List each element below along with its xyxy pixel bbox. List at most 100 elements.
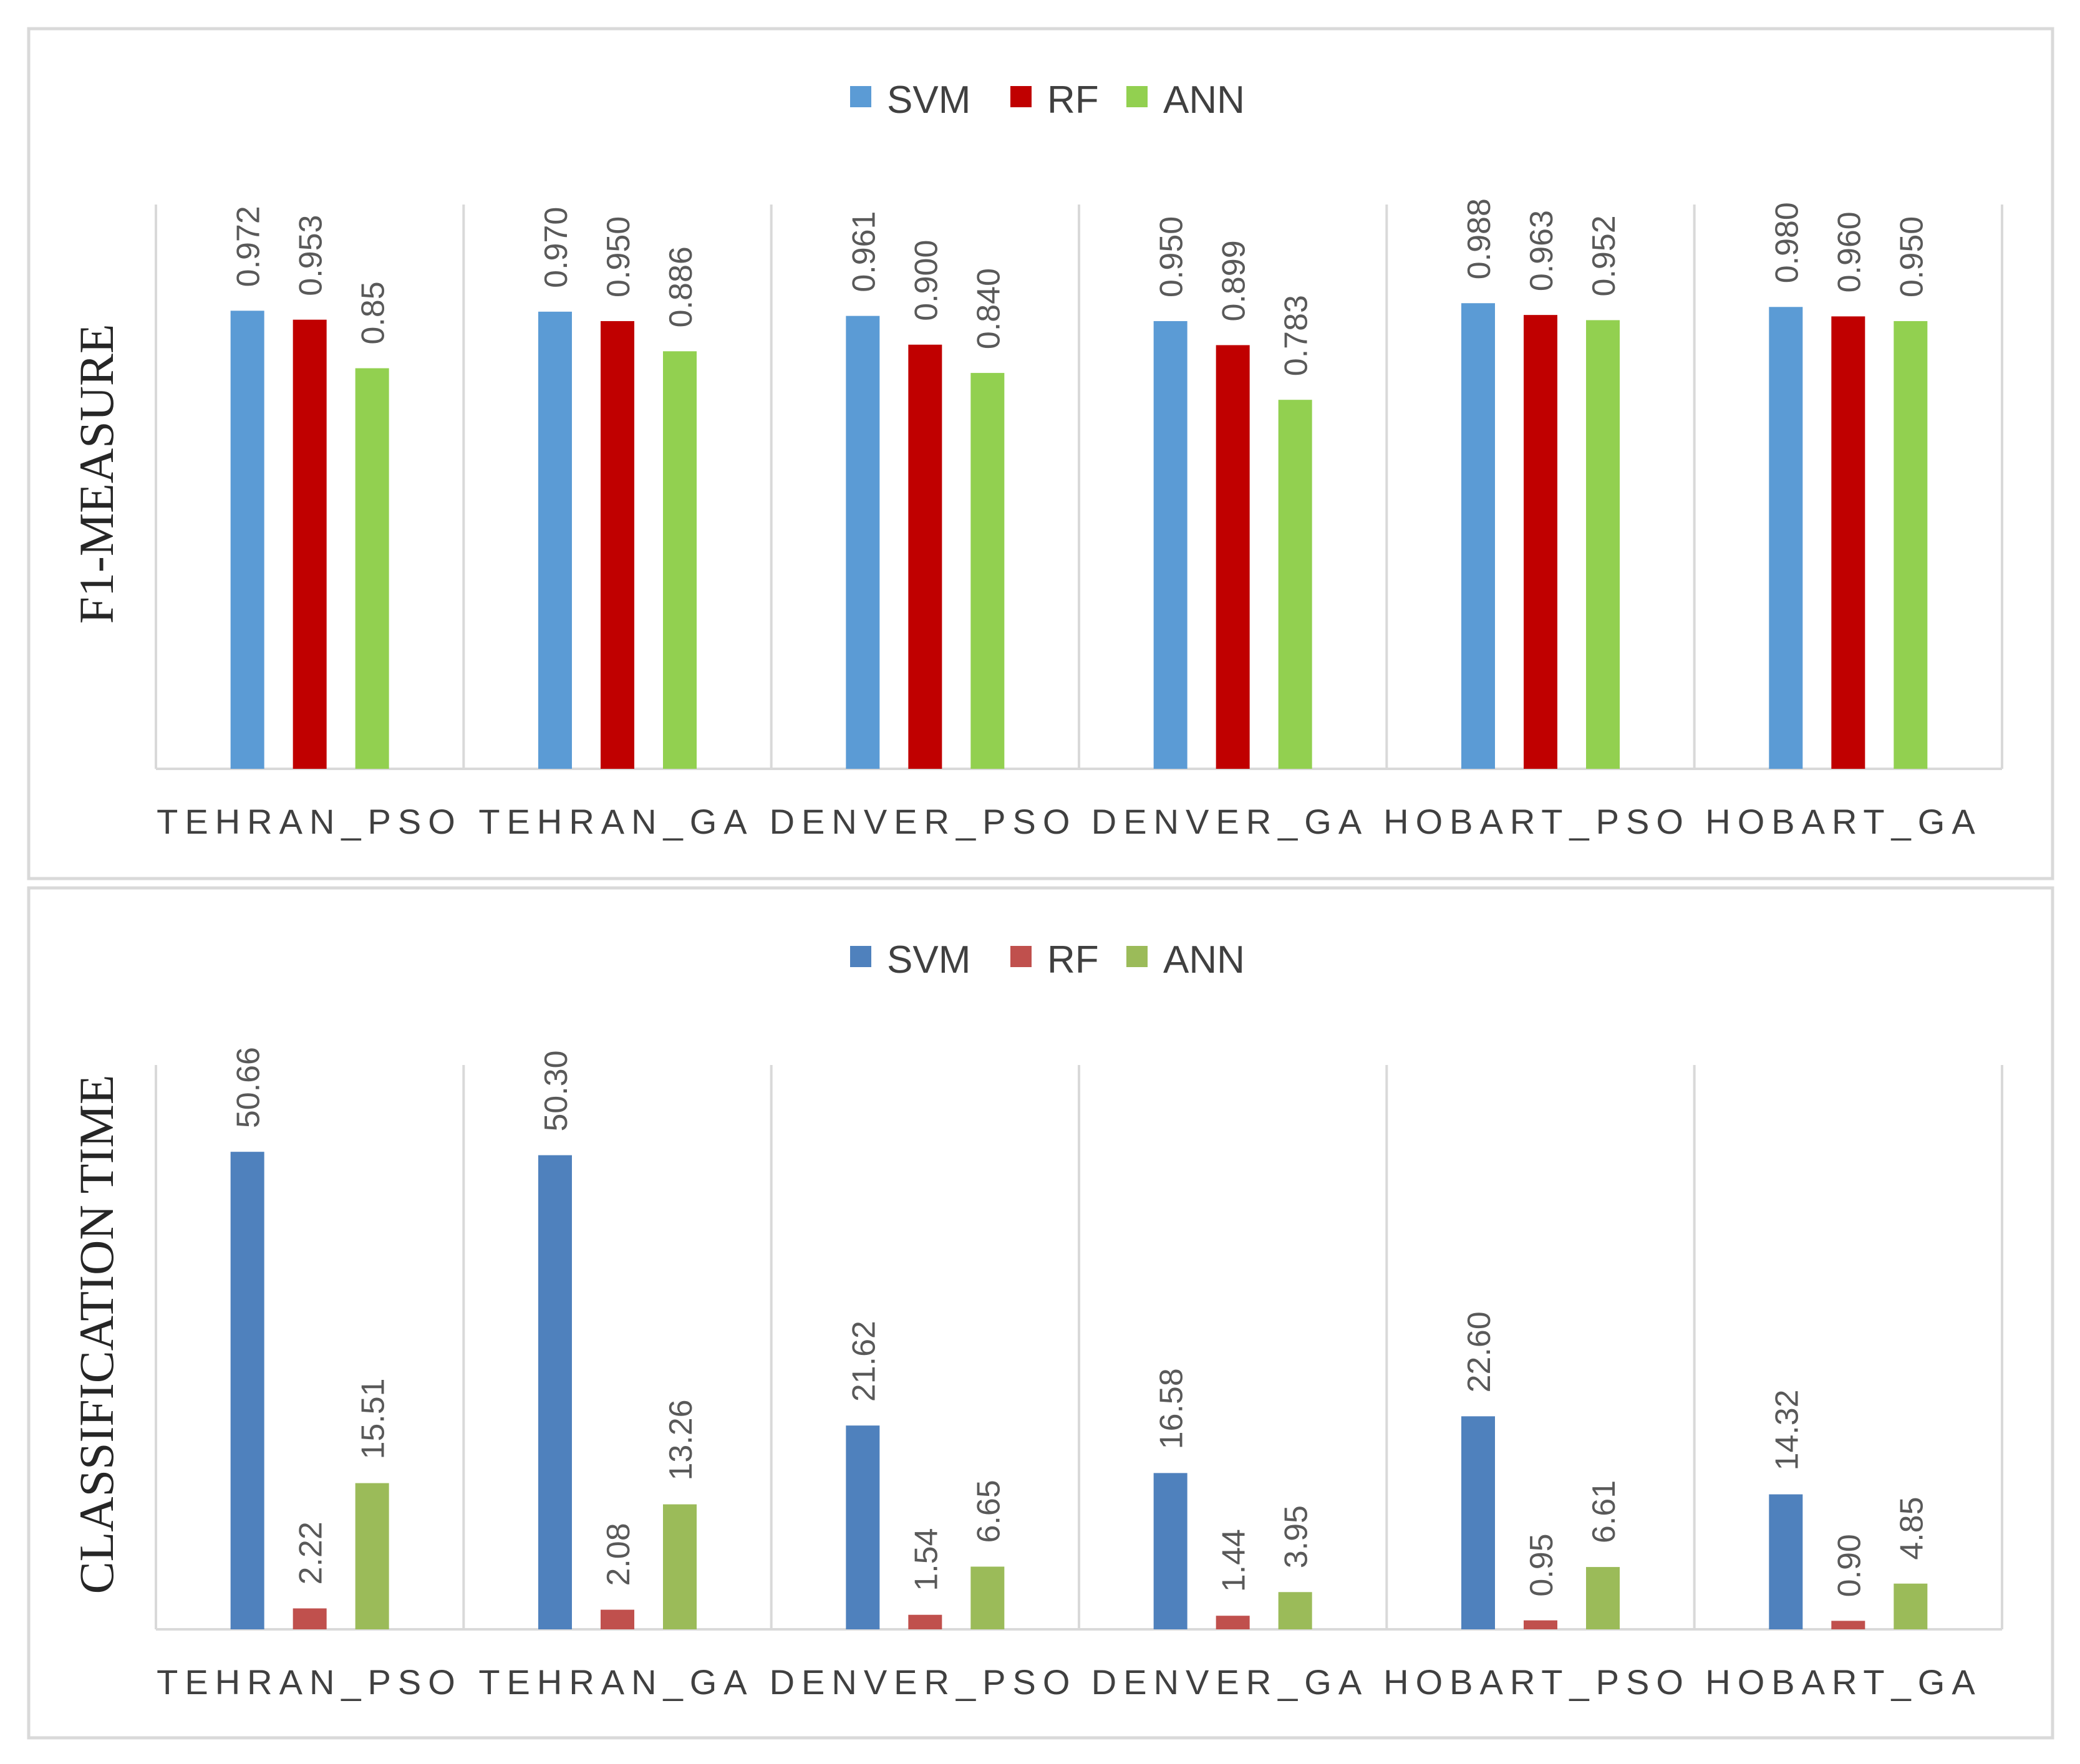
data-label: 0.960 xyxy=(1831,211,1867,292)
data-label: 4.85 xyxy=(1894,1497,1930,1559)
data-label: 0.95 xyxy=(1524,1533,1560,1596)
data-label: 0.980 xyxy=(1769,202,1805,283)
bar xyxy=(538,1155,572,1629)
legend-label-svm: SVM xyxy=(887,79,970,122)
legend-label-svm: SVM xyxy=(887,938,970,981)
bar xyxy=(1461,303,1495,769)
category-label: DENVER_GA xyxy=(1091,802,1368,841)
bar xyxy=(1586,1567,1620,1629)
bar xyxy=(1216,345,1250,769)
legend-label-rf: RF xyxy=(1047,79,1099,122)
data-label: 6.61 xyxy=(1586,1480,1622,1543)
y-axis-title: F1-MEASURE xyxy=(69,324,123,624)
plot-area: 0.972 0.953 0.85 0.970 0.950 0.886 0.961 0.900 0… xyxy=(155,198,2003,770)
bar xyxy=(1524,315,1557,769)
data-label: 13.26 xyxy=(663,1399,699,1480)
data-label: 0.886 xyxy=(663,246,699,327)
bar xyxy=(1769,307,1803,769)
data-label: 0.783 xyxy=(1279,295,1315,376)
category-label: TEHRAN_PSO xyxy=(157,1662,462,1702)
legend-label-ann: ANN xyxy=(1163,938,1245,981)
bar xyxy=(846,316,880,769)
data-label: 0.952 xyxy=(1586,215,1622,296)
bar xyxy=(1831,1621,1865,1629)
classification-time-chart: SVM RF ANN CLASSIFICATION TIME 50.66 2.22… xyxy=(27,886,2054,1740)
chart-frame xyxy=(27,886,2054,1740)
bar xyxy=(1278,1592,1312,1629)
bar xyxy=(970,373,1005,769)
data-label: 15.51 xyxy=(356,1378,392,1459)
category-label: TEHRAN_PSO xyxy=(157,802,462,841)
category-label: DENVER_PSO xyxy=(770,802,1077,841)
legend-swatch-rf xyxy=(1010,946,1032,967)
legend-label-ann: ANN xyxy=(1163,79,1245,122)
data-label: 0.899 xyxy=(1216,240,1252,321)
data-label: 6.65 xyxy=(970,1480,1007,1543)
legend-swatch-svm xyxy=(850,946,871,967)
bar xyxy=(846,1425,880,1629)
data-label: 0.963 xyxy=(1524,210,1560,291)
category-label: TEHRAN_GA xyxy=(478,1662,753,1702)
data-label: 0.85 xyxy=(356,281,392,344)
bar xyxy=(663,351,697,769)
chart-legend: SVM RF ANN xyxy=(850,938,1245,981)
data-label: 0.90 xyxy=(1831,1534,1867,1597)
bar xyxy=(538,311,572,769)
bar xyxy=(355,1483,389,1629)
bar xyxy=(1524,1620,1557,1629)
bar xyxy=(1586,320,1620,769)
bar xyxy=(1461,1416,1495,1629)
category-label: HOBART_GA xyxy=(1705,1662,1981,1702)
data-label: 0.972 xyxy=(231,206,267,287)
chart-frame xyxy=(27,27,2054,880)
bar xyxy=(1831,316,1865,769)
chart-legend: SVM RF ANN xyxy=(850,79,1245,122)
data-label: 0.970 xyxy=(538,207,574,288)
bar xyxy=(1769,1494,1803,1629)
data-label: 21.62 xyxy=(846,1321,882,1402)
bar xyxy=(293,319,327,769)
bar xyxy=(293,1608,327,1629)
bar xyxy=(1278,400,1312,769)
bar xyxy=(663,1504,697,1629)
legend-swatch-svm xyxy=(850,86,871,107)
data-label: 2.22 xyxy=(293,1521,329,1584)
data-label: 0.950 xyxy=(1154,216,1190,297)
data-label: 0.961 xyxy=(846,211,882,292)
data-label: 22.60 xyxy=(1461,1311,1497,1392)
data-label: 50.30 xyxy=(538,1050,574,1131)
category-label: DENVER_PSO xyxy=(770,1662,1077,1702)
x-axis-labels: TEHRAN_PSO TEHRAN_GA DENVER_PSO DENVER_G… xyxy=(157,1662,1981,1702)
bar xyxy=(230,1152,264,1629)
legend-swatch-rf xyxy=(1010,86,1032,107)
bar xyxy=(1894,1583,1928,1629)
category-label: TEHRAN_GA xyxy=(478,802,753,841)
bar xyxy=(908,344,942,769)
bar xyxy=(1153,1473,1188,1629)
bar xyxy=(601,1609,634,1629)
data-label: 0.900 xyxy=(908,240,944,321)
bar xyxy=(601,321,634,769)
data-label: 14.32 xyxy=(1769,1389,1805,1470)
data-label: 0.840 xyxy=(970,268,1007,349)
category-label: HOBART_PSO xyxy=(1383,1662,1690,1702)
legend-swatch-ann xyxy=(1126,86,1148,107)
category-label: HOBART_PSO xyxy=(1383,802,1690,841)
y-axis-title: CLASSIFICATION TIME xyxy=(69,1075,123,1594)
data-label: 0.953 xyxy=(293,215,329,296)
data-label: 50.66 xyxy=(231,1047,267,1128)
x-axis-labels: TEHRAN_PSO TEHRAN_GA DENVER_PSO DENVER_G… xyxy=(157,802,1975,841)
data-label: 1.54 xyxy=(908,1528,944,1591)
f1-measure-chart: SVM RF ANN F1-MEASURE 0.972 0.9530.850.97… xyxy=(27,27,2054,880)
category-label: DENVER_GA xyxy=(1091,1662,1368,1702)
data-label: 3.95 xyxy=(1279,1505,1315,1568)
legend-swatch-ann xyxy=(1126,946,1148,967)
bar xyxy=(1216,1616,1250,1629)
bar xyxy=(230,311,264,769)
bar xyxy=(1153,321,1188,769)
data-label: 0.950 xyxy=(1894,216,1930,297)
data-label: 0.988 xyxy=(1461,198,1497,279)
data-label: 0.950 xyxy=(601,216,637,297)
bar xyxy=(908,1614,942,1629)
